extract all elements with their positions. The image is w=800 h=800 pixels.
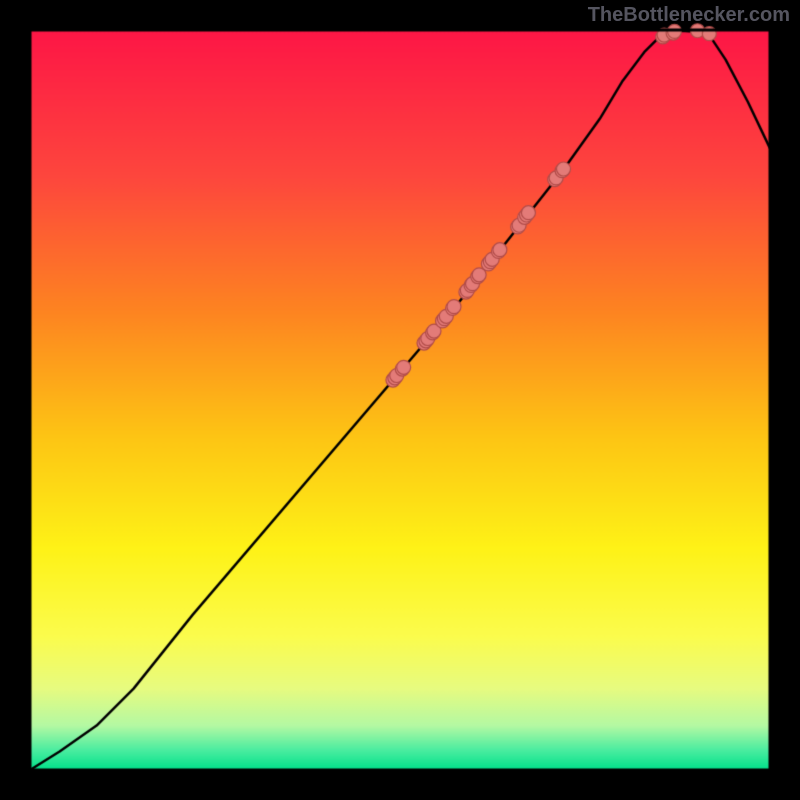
watermark-text: TheBottlenecker.com: [588, 4, 790, 27]
bottleneck-chart: [0, 0, 800, 800]
